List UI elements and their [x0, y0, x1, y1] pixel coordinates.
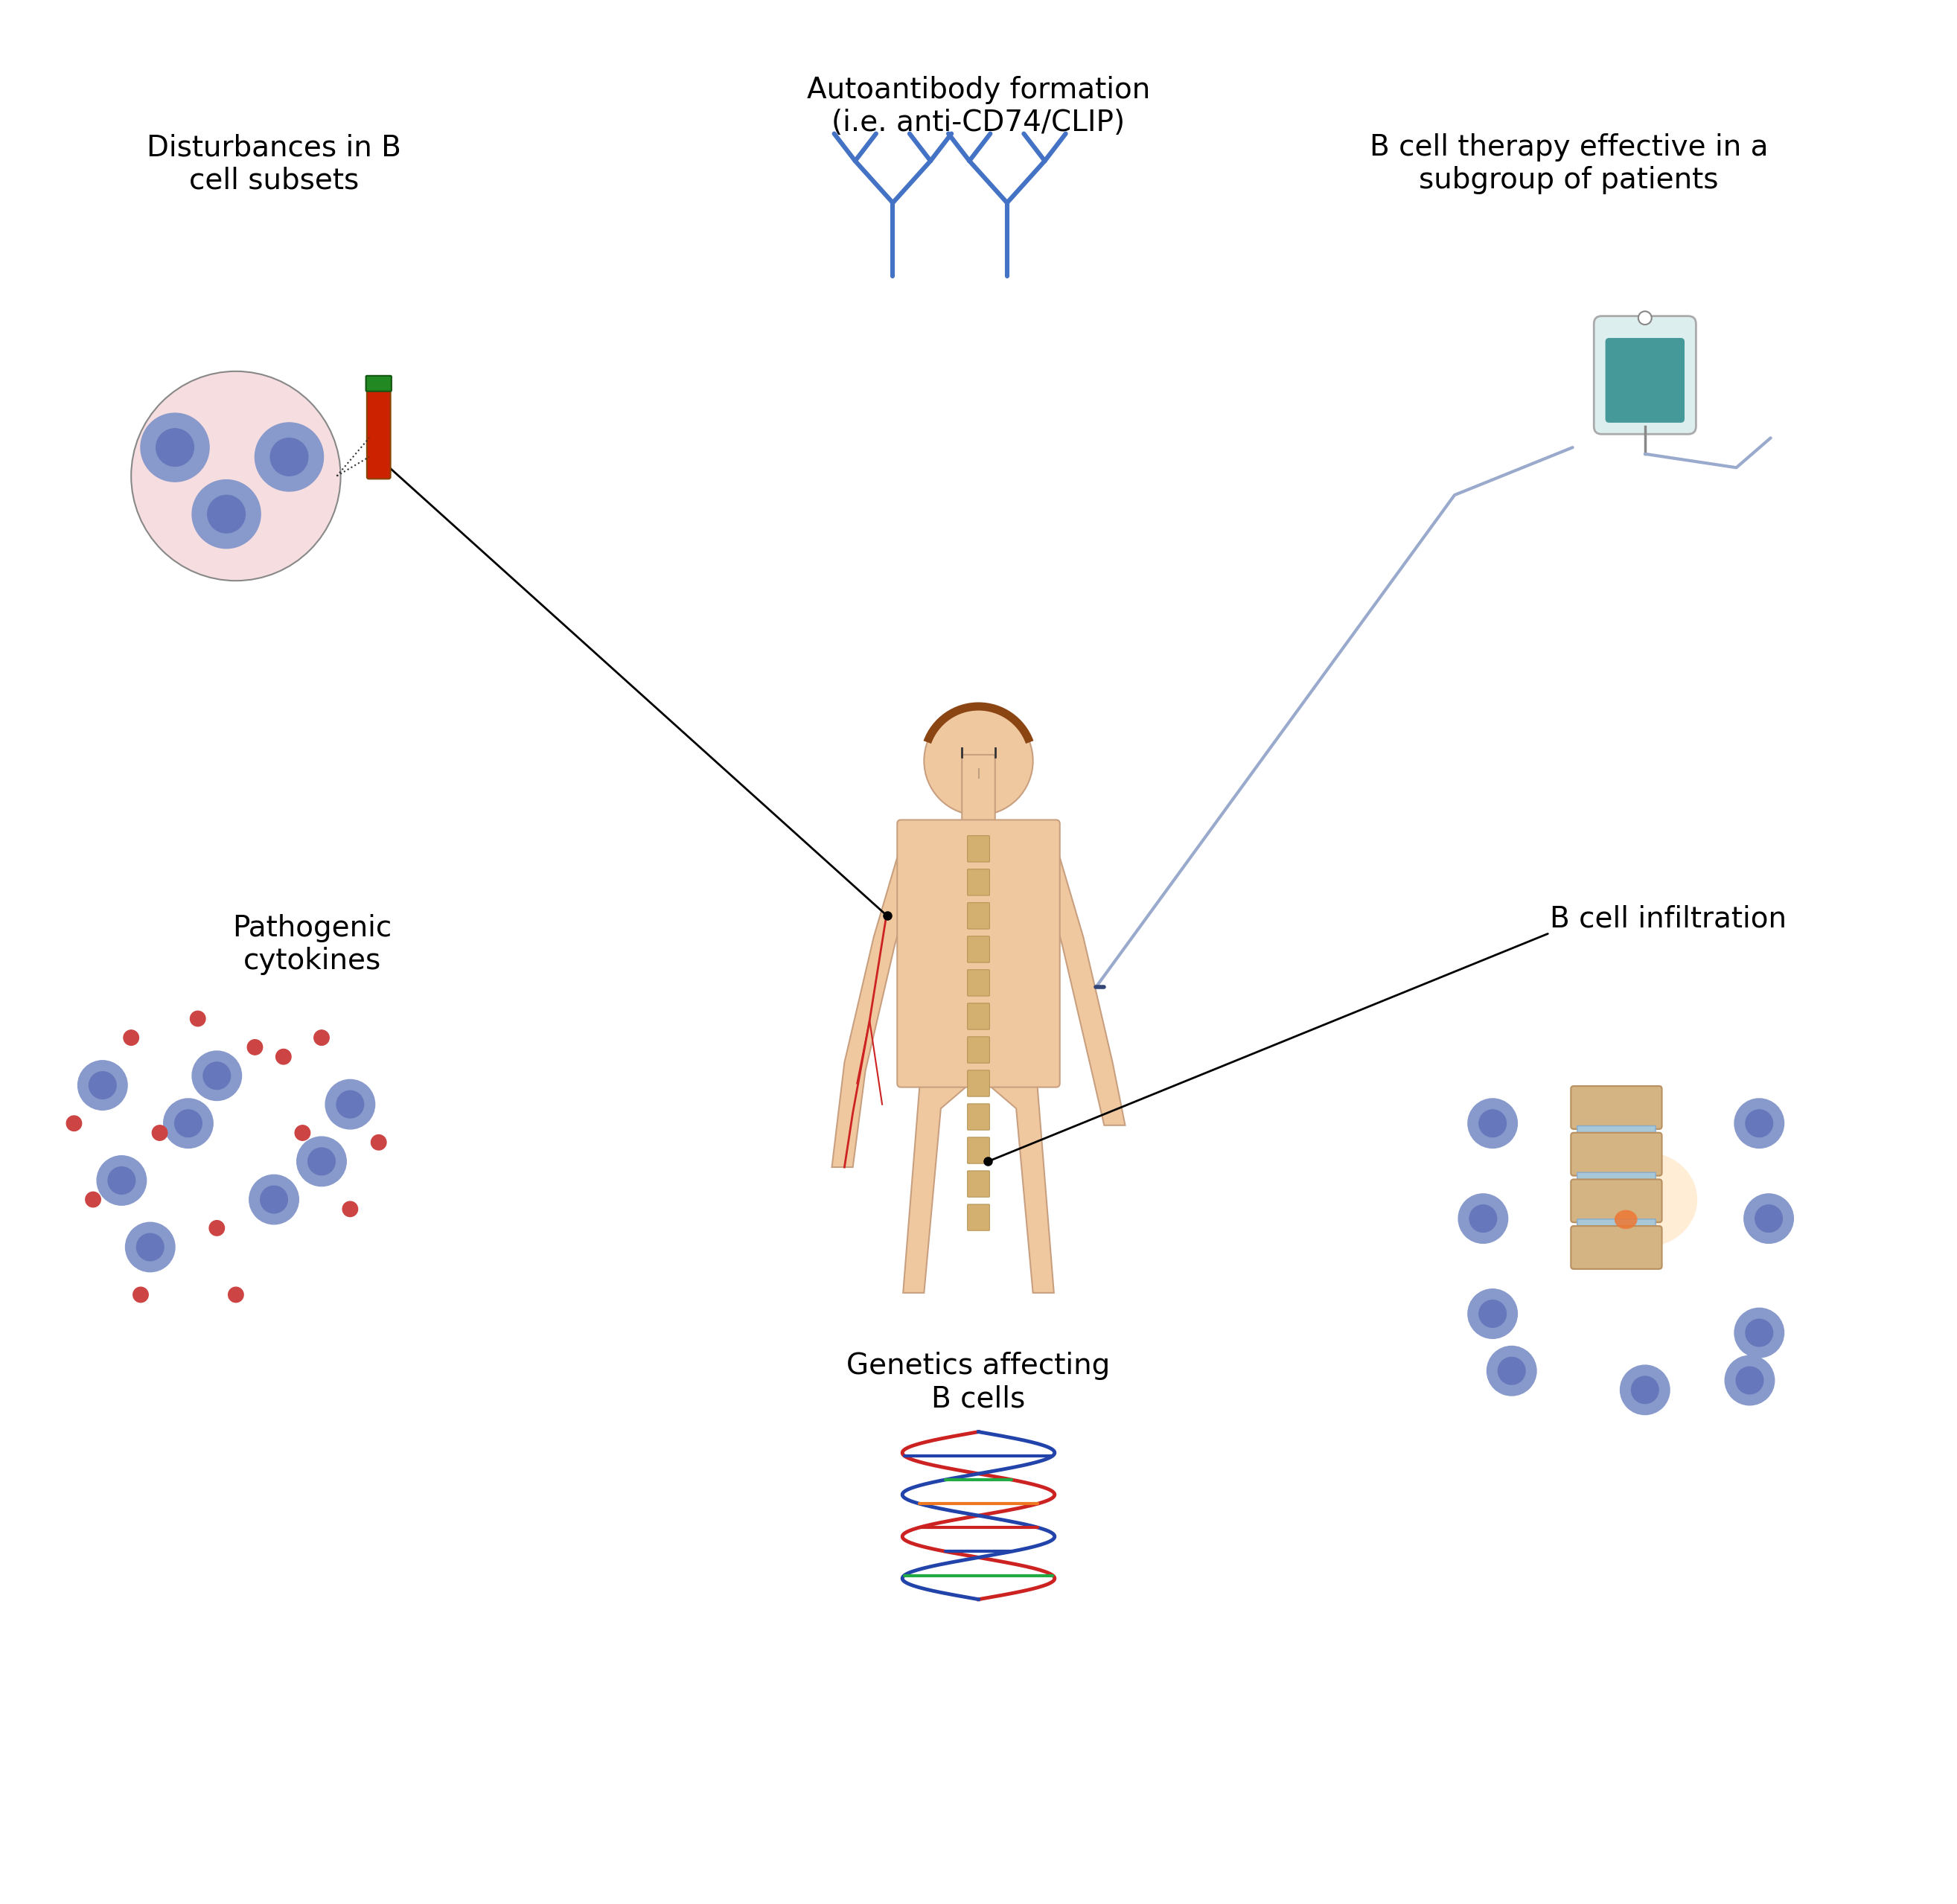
Text: Disturbances in B
cell subsets: Disturbances in B cell subsets: [147, 133, 401, 194]
Circle shape: [1746, 1110, 1773, 1137]
FancyBboxPatch shape: [967, 1205, 990, 1230]
Ellipse shape: [1615, 1211, 1638, 1230]
Circle shape: [372, 1135, 386, 1150]
Text: Genetics affecting
B cells: Genetics affecting B cells: [847, 1352, 1110, 1413]
Circle shape: [342, 1201, 358, 1217]
Circle shape: [98, 1156, 147, 1205]
Circle shape: [307, 1148, 335, 1175]
Circle shape: [192, 480, 260, 548]
Text: Pathogenic
cytokines: Pathogenic cytokines: [233, 914, 391, 975]
Circle shape: [190, 1011, 205, 1026]
FancyBboxPatch shape: [1571, 1226, 1661, 1268]
FancyBboxPatch shape: [967, 1104, 990, 1131]
FancyBboxPatch shape: [896, 821, 1061, 1087]
Circle shape: [86, 1192, 100, 1207]
FancyBboxPatch shape: [967, 1171, 990, 1198]
Circle shape: [1746, 1319, 1773, 1346]
Polygon shape: [832, 845, 918, 1167]
Circle shape: [78, 1061, 127, 1110]
FancyBboxPatch shape: [963, 754, 994, 830]
Circle shape: [270, 438, 307, 476]
Circle shape: [137, 1234, 164, 1260]
Circle shape: [207, 495, 245, 533]
Circle shape: [1479, 1300, 1507, 1327]
Circle shape: [1734, 1099, 1785, 1148]
FancyBboxPatch shape: [967, 1137, 990, 1163]
FancyBboxPatch shape: [1571, 1085, 1661, 1129]
Polygon shape: [902, 1083, 971, 1293]
Circle shape: [192, 1051, 241, 1101]
Circle shape: [276, 1049, 292, 1064]
FancyBboxPatch shape: [366, 375, 391, 392]
Text: Autoantibody formation
(i.e. anti-CD74/CLIP): Autoantibody formation (i.e. anti-CD74/C…: [806, 76, 1151, 137]
FancyBboxPatch shape: [1571, 1179, 1661, 1222]
Circle shape: [88, 1072, 115, 1099]
Circle shape: [313, 1030, 329, 1045]
Circle shape: [325, 1080, 376, 1129]
Circle shape: [260, 1186, 288, 1213]
Circle shape: [131, 371, 341, 581]
FancyBboxPatch shape: [967, 868, 990, 895]
Circle shape: [133, 1287, 149, 1302]
FancyBboxPatch shape: [967, 1003, 990, 1030]
FancyBboxPatch shape: [967, 969, 990, 996]
Ellipse shape: [1593, 1152, 1697, 1247]
Circle shape: [1632, 1377, 1660, 1403]
Circle shape: [296, 1125, 309, 1140]
Circle shape: [1468, 1289, 1517, 1339]
Circle shape: [1744, 1194, 1793, 1243]
Circle shape: [108, 1167, 135, 1194]
Circle shape: [1470, 1205, 1497, 1232]
Circle shape: [153, 1125, 168, 1140]
FancyBboxPatch shape: [967, 937, 990, 963]
Circle shape: [209, 1220, 225, 1236]
Circle shape: [1724, 1356, 1775, 1405]
Circle shape: [924, 706, 1033, 815]
Circle shape: [1479, 1110, 1507, 1137]
FancyBboxPatch shape: [967, 902, 990, 929]
Polygon shape: [1039, 845, 1125, 1125]
FancyBboxPatch shape: [1593, 316, 1697, 434]
Circle shape: [1487, 1346, 1536, 1396]
Circle shape: [125, 1222, 174, 1272]
Circle shape: [297, 1137, 346, 1186]
Circle shape: [249, 1175, 299, 1224]
Circle shape: [157, 428, 194, 466]
Circle shape: [1755, 1205, 1783, 1232]
Polygon shape: [986, 1083, 1055, 1293]
Circle shape: [67, 1116, 82, 1131]
Circle shape: [164, 1099, 213, 1148]
Circle shape: [204, 1062, 231, 1089]
Circle shape: [1736, 1367, 1763, 1394]
Circle shape: [254, 423, 323, 491]
FancyBboxPatch shape: [967, 836, 990, 863]
Circle shape: [141, 413, 209, 482]
Circle shape: [1638, 310, 1652, 324]
Circle shape: [1620, 1365, 1669, 1415]
Circle shape: [229, 1287, 243, 1302]
FancyBboxPatch shape: [1577, 1125, 1656, 1137]
FancyBboxPatch shape: [1577, 1219, 1656, 1230]
FancyBboxPatch shape: [967, 1036, 990, 1062]
Circle shape: [123, 1030, 139, 1045]
Text: B cell infiltration: B cell infiltration: [1550, 904, 1787, 933]
FancyBboxPatch shape: [366, 388, 391, 478]
Circle shape: [1458, 1194, 1507, 1243]
FancyBboxPatch shape: [1605, 337, 1685, 423]
FancyBboxPatch shape: [1577, 1173, 1656, 1182]
Circle shape: [1468, 1099, 1517, 1148]
Circle shape: [1497, 1358, 1525, 1384]
Circle shape: [247, 1040, 262, 1055]
Circle shape: [174, 1110, 202, 1137]
Text: B cell therapy effective in a
subgroup of patients: B cell therapy effective in a subgroup o…: [1370, 133, 1767, 194]
FancyBboxPatch shape: [967, 1070, 990, 1097]
Circle shape: [1734, 1308, 1785, 1358]
Circle shape: [337, 1091, 364, 1118]
FancyBboxPatch shape: [1571, 1133, 1661, 1177]
